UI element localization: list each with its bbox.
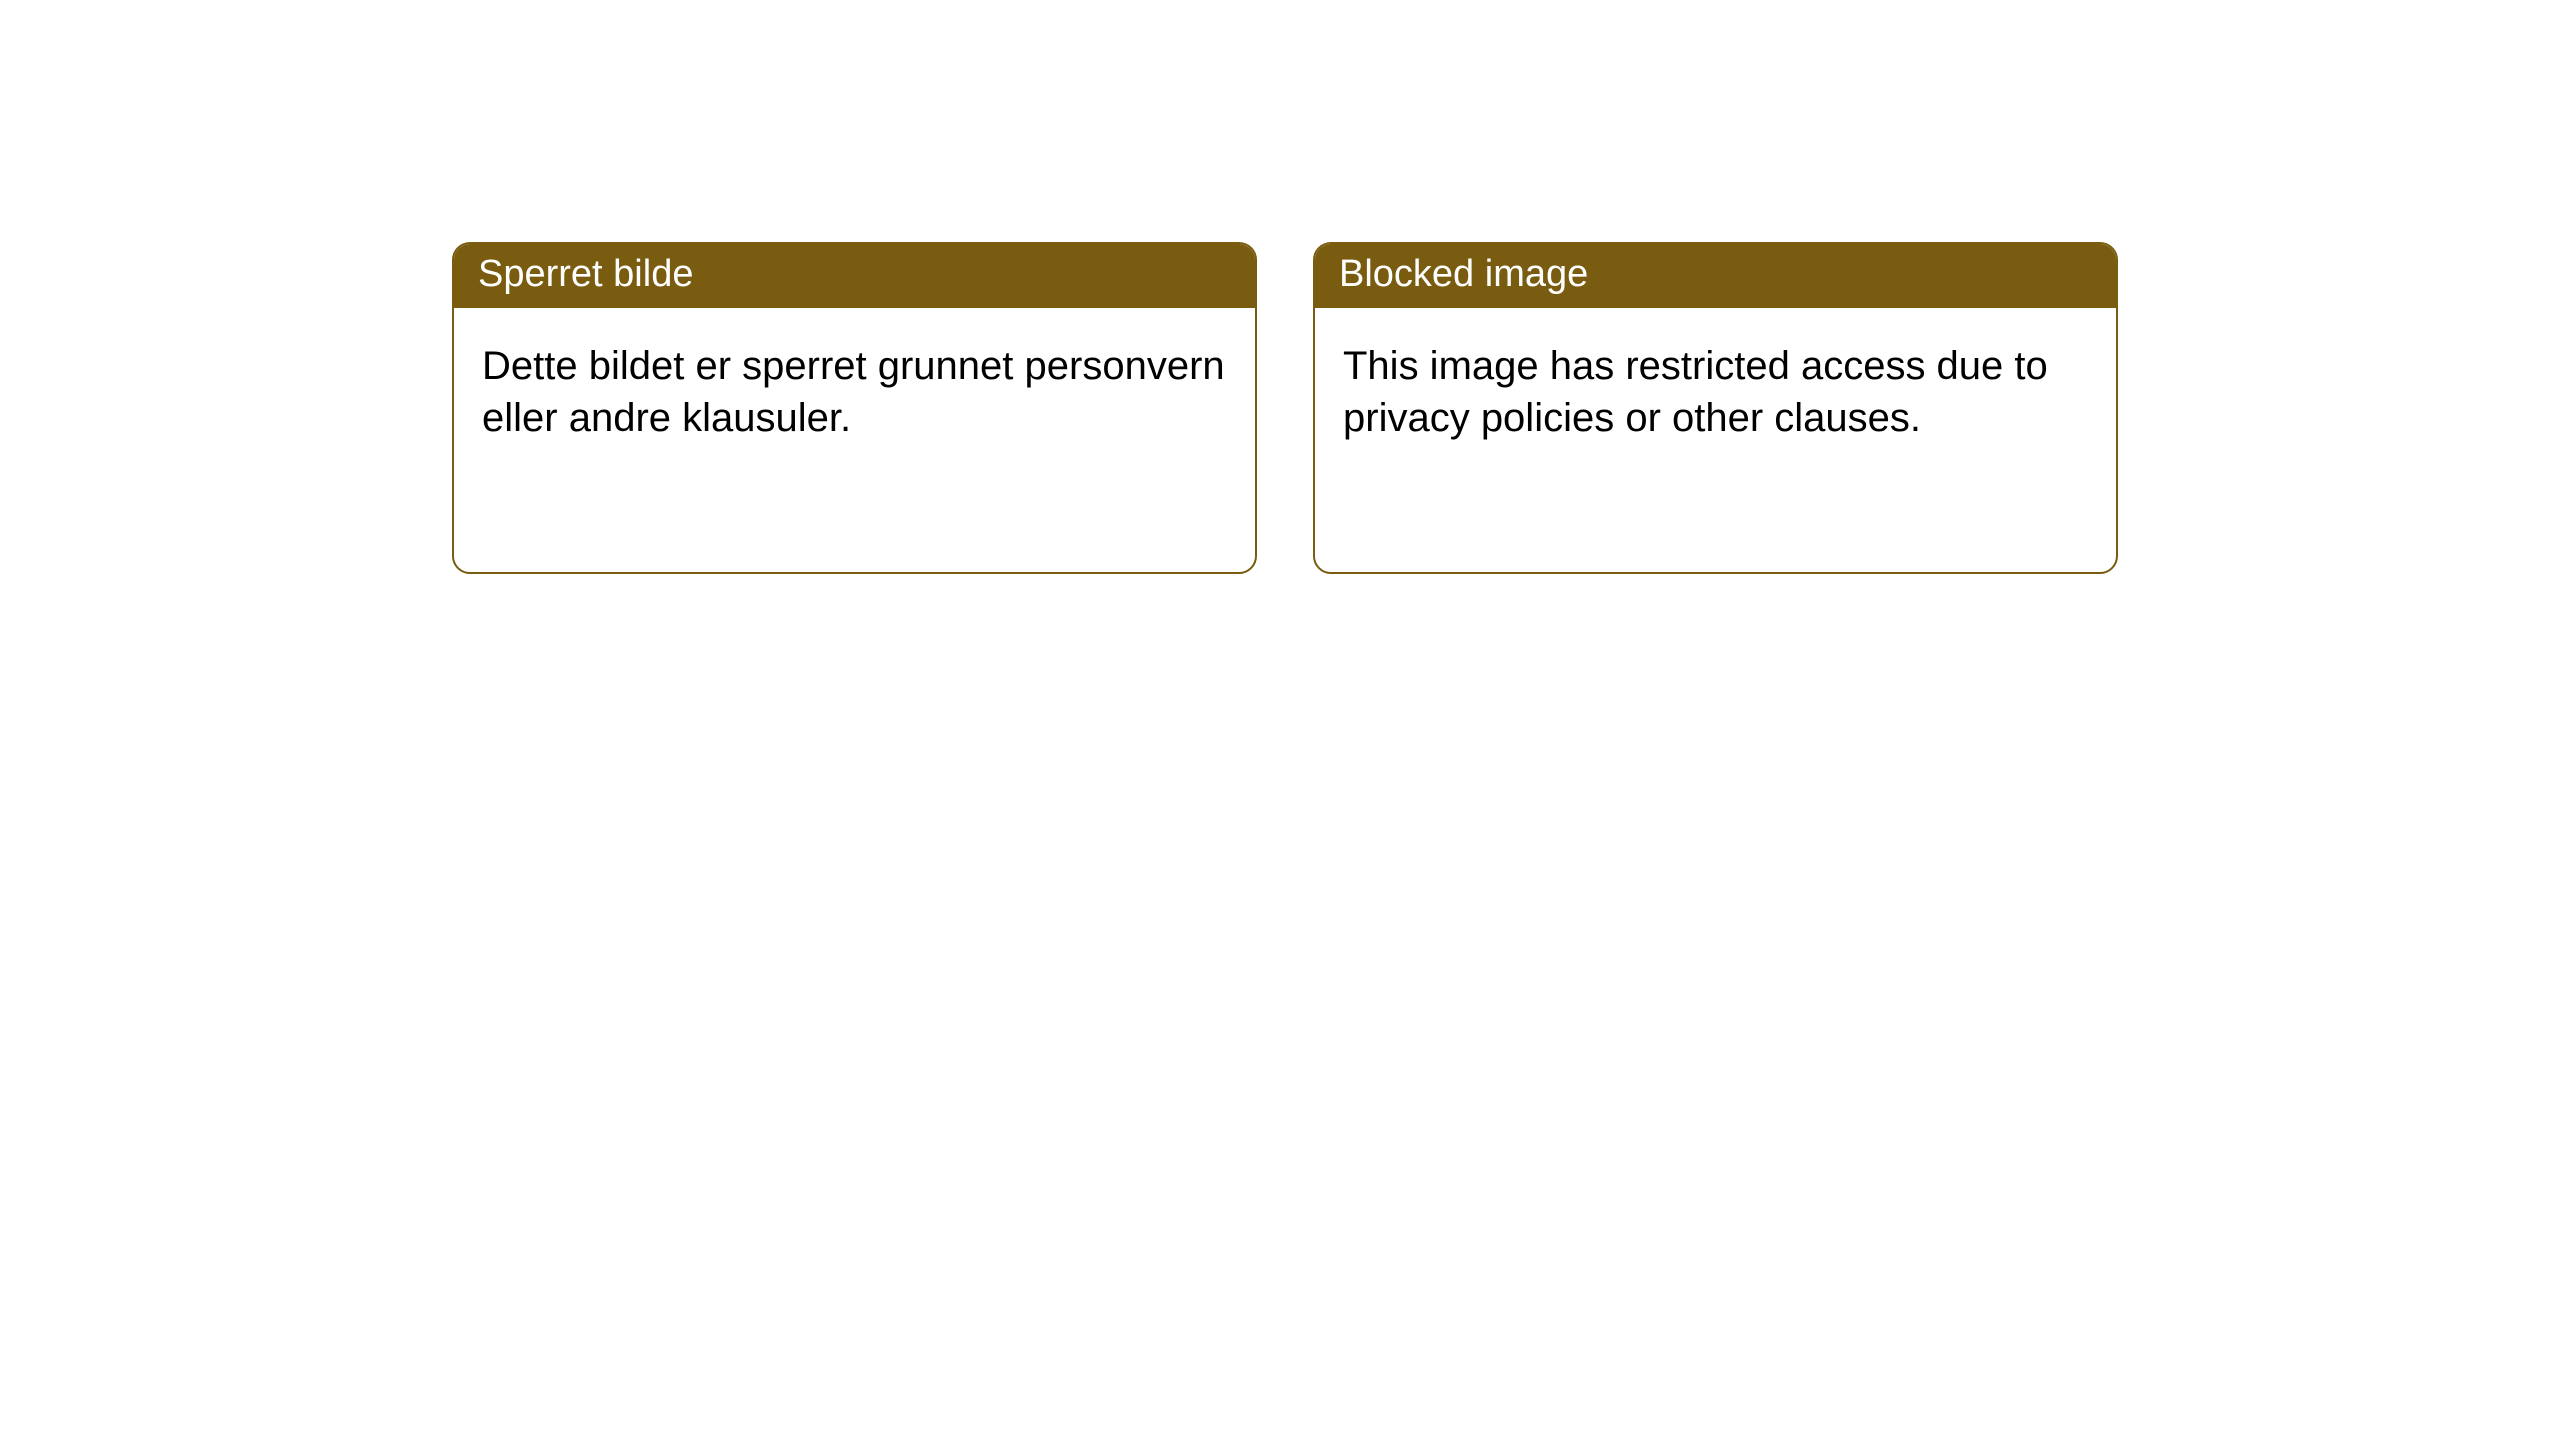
card-body-text: This image has restricted access due to … xyxy=(1343,344,2048,440)
card-header: Blocked image xyxy=(1315,244,2116,308)
card-title: Blocked image xyxy=(1339,253,1588,295)
notice-container: Sperret bilde Dette bildet er sperret gr… xyxy=(0,0,2560,574)
blocked-image-card-en: Blocked image This image has restricted … xyxy=(1313,242,2118,574)
card-body: Dette bildet er sperret grunnet personve… xyxy=(454,308,1255,476)
card-body: This image has restricted access due to … xyxy=(1315,308,2116,476)
card-title: Sperret bilde xyxy=(478,253,693,295)
card-body-text: Dette bildet er sperret grunnet personve… xyxy=(482,344,1225,440)
blocked-image-card-no: Sperret bilde Dette bildet er sperret gr… xyxy=(452,242,1257,574)
card-header: Sperret bilde xyxy=(454,244,1255,308)
